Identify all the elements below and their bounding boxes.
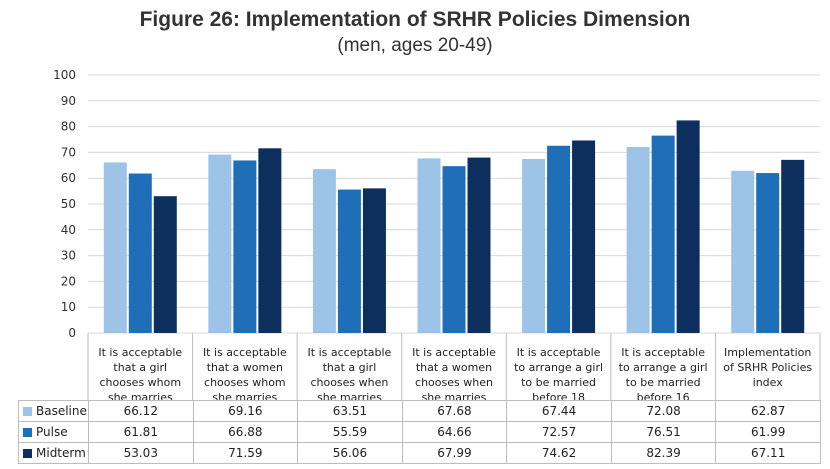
legend-entry: Baseline [18,400,89,422]
table-row: Baseline 66.12 69.16 63.51 67.68 67.44 72.08 62… [18,400,821,422]
bar-baseline [626,147,650,333]
table-row: Pulse 61.81 66.88 55.59 64.66 72.57 76.51 61.99 [18,421,821,443]
legend-entry: Pulse [18,421,89,443]
bar-pulse [337,189,361,333]
table-cell: 67.11 [715,442,821,464]
category-label: It is acceptable that a girl chooses whe… [307,346,392,404]
table-row: Midterm 53.03 71.59 56.06 67.99 74.62 82.39 67.… [18,442,821,464]
table-cell: 61.99 [715,421,821,443]
table-cell: 53.03 [88,442,194,464]
table-cell: 67.68 [401,400,508,422]
legend-label: Pulse [36,425,68,439]
table-cell: 74.62 [506,442,612,464]
y-tick-label: 90 [61,94,76,108]
table-cell: 67.44 [506,400,612,422]
category-label: It is acceptable that a women chooses wh… [412,346,496,404]
y-tick-label: 20 [61,274,76,288]
bar-midterm [467,157,491,333]
legend-label: Baseline [36,404,87,418]
y-tick-label: 70 [61,145,76,159]
bar-pulse [756,173,780,333]
legend-swatch [23,428,32,437]
table-cell: 66.12 [88,400,194,422]
bar-midterm [781,159,805,333]
bar-baseline [208,154,232,333]
y-tick-label: 30 [61,249,76,263]
bar-midterm [572,140,596,333]
y-tick-label: 80 [61,120,76,134]
data-table: Baseline 66.12 69.16 63.51 67.68 67.44 72.08 62… [18,400,821,464]
table-cell: 69.16 [192,400,299,422]
bar-pulse [547,145,571,333]
bar-pulse [233,160,257,333]
category-label: It is acceptable that a women chooses wh… [202,346,287,404]
table-cell: 76.51 [610,421,717,443]
bar-baseline [417,158,441,333]
table-cell: 55.59 [297,421,403,443]
chart-title: Figure 26: Implementation of SRHR Polici… [139,8,691,31]
category-label: It is acceptable to arrange a girl to be… [514,346,604,404]
bar-baseline [103,162,127,333]
bar-pulse [442,166,466,333]
table-cell: 72.08 [610,400,717,422]
legend-swatch [23,407,32,416]
table-cell: 61.81 [88,421,194,443]
legend-swatch [23,449,32,458]
y-tick-label: 40 [61,223,76,237]
y-tick-label: 50 [61,197,76,211]
category-label: Implementation of SRHR Policies index [723,346,813,389]
bar-midterm [258,148,282,333]
legend-entry: Midterm [18,442,89,464]
bar-baseline [731,170,755,333]
bar-baseline [522,159,546,333]
chart-subtitle: (men, ages 20-49) [337,35,493,56]
table-cell: 63.51 [297,400,403,422]
category-label: It is acceptable to arrange a girl to be… [618,346,708,404]
table-cell: 64.66 [401,421,508,443]
table-cell: 72.57 [506,421,612,443]
bar-midterm [153,196,177,333]
table-cell: 66.88 [192,421,299,443]
bar-midterm [676,120,700,333]
y-tick-label: 10 [61,300,76,314]
bar-pulse [651,135,675,333]
bar-baseline [312,169,336,333]
legend-label: Midterm [36,446,86,460]
bar-midterm [362,188,386,333]
table-cell: 67.99 [401,442,508,464]
y-tick-label: 60 [61,171,76,185]
y-tick-label: 0 [68,326,76,340]
y-tick-label: 100 [53,68,76,82]
bar-pulse [128,173,152,333]
table-cell: 56.06 [297,442,403,464]
table-cell: 82.39 [610,442,717,464]
table-cell: 71.59 [192,442,299,464]
category-label: It is acceptable that a girl chooses who… [98,346,183,404]
table-cell: 62.87 [715,400,821,422]
